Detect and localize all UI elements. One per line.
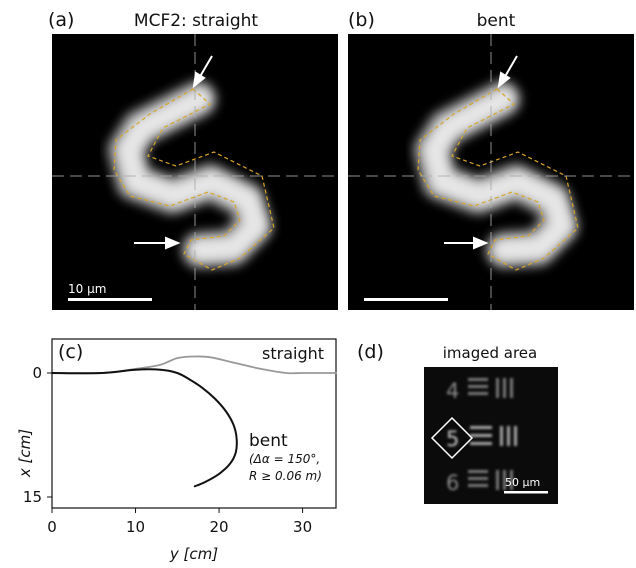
plot-frame: [51, 338, 337, 509]
panel-b-label: (b): [348, 9, 375, 31]
arrow-icon: [192, 55, 213, 89]
panel-b-title: bent: [477, 11, 516, 31]
imaged-area-marker: [430, 416, 474, 460]
panel-d-title: imaged area: [443, 344, 537, 362]
scale-bar: [504, 491, 548, 494]
arrow-icon: [444, 236, 489, 250]
panel-d-label: (d): [357, 341, 384, 363]
x-axis-label: y [cm]: [169, 545, 218, 563]
series-label-bent: bent: [249, 431, 288, 451]
scale-bar-label: 50 µm: [505, 476, 540, 489]
y-tick-label: 0: [32, 364, 42, 382]
target-number-4: 4: [446, 379, 459, 403]
y-tick-label: 15: [23, 488, 42, 506]
series-line-bent: [51, 368, 238, 488]
x-tick-label: 20: [210, 518, 229, 536]
chart-marks: 0 10 20 30 0 15: [23, 355, 337, 536]
panel-a-title: MCF2: straight: [134, 11, 258, 31]
arrow-icon: [134, 236, 181, 250]
panel-a-label: (a): [48, 9, 74, 31]
panel-c-label: (c): [58, 341, 83, 363]
bent-note-line1: (Δα = 150°,: [249, 452, 320, 466]
bent-note-line2: R ≥ 0.06 m): [249, 469, 322, 483]
panel-a-image: 10 µm: [52, 34, 338, 310]
y-axis-label: x [cm]: [16, 429, 34, 478]
scale-bar-label: 10 µm: [68, 282, 106, 296]
scale-bar: [364, 298, 448, 301]
arrow-icon: [497, 55, 518, 89]
scale-bar: [68, 298, 152, 301]
panel-b-image: [348, 34, 634, 310]
x-tick-label: 0: [47, 518, 57, 536]
series-label-straight: straight: [262, 344, 324, 363]
panel-d-image: 4 5 6: [424, 367, 558, 504]
target-number-6: 6: [446, 471, 459, 495]
target-number-5: 5: [446, 427, 459, 451]
x-tick-label: 10: [126, 518, 145, 536]
x-tick-label: 30: [293, 518, 312, 536]
